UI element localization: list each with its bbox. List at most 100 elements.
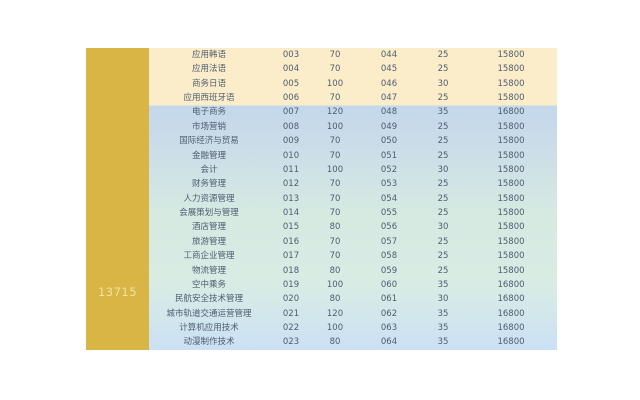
table-row: 市场营销 008 100 049 25 15800 — [149, 120, 557, 134]
plan-count-cell: 100 — [326, 78, 344, 89]
plan-count-cell: 70 — [329, 136, 341, 147]
tuition-fee-cell: 15800 — [497, 136, 525, 147]
table-row: 电子商务 007 120 048 35 16800 — [149, 106, 557, 120]
tuition-fee-cell: 16800 — [497, 308, 525, 319]
plan-count-cell: 70 — [329, 236, 341, 247]
second-code-cell: 045 — [380, 64, 398, 75]
second-count-cell: 35 — [437, 279, 449, 290]
table-row: 商务日语 005 100 046 30 15800 — [149, 77, 557, 91]
major-name-cell: 酒店管理 — [191, 222, 226, 233]
table-row: 旅游管理 016 70 057 25 15800 — [149, 235, 557, 249]
second-count-cell: 35 — [437, 107, 449, 118]
plan-count-cell: 80 — [329, 337, 341, 348]
major-code-cell: 018 — [282, 265, 300, 276]
plan-count-cell: 70 — [329, 208, 341, 219]
second-code-cell: 057 — [380, 236, 398, 247]
second-count-cell: 30 — [437, 78, 449, 89]
major-name-cell: 应用西班牙语 — [183, 93, 235, 104]
second-count-cell: 25 — [437, 121, 449, 132]
admissions-table: 13715 应用韩语 003 70 044 25 15800 应用法语 004 … — [86, 48, 557, 350]
second-code-cell: 051 — [380, 150, 398, 161]
tuition-fee-cell: 15800 — [497, 208, 525, 219]
table-row: 酒店管理 015 80 056 30 15800 — [149, 221, 557, 235]
table-row: 会计 011 100 052 30 15800 — [149, 163, 557, 177]
tuition-fee-cell: 15800 — [497, 193, 525, 204]
major-name-cell: 工商企业管理 — [183, 251, 235, 262]
major-code-cell: 004 — [282, 64, 300, 75]
tuition-fee-cell: 16800 — [497, 279, 525, 290]
tuition-fee-cell: 15800 — [497, 179, 525, 190]
major-name-cell: 国际经济与贸易 — [179, 136, 239, 147]
plan-count-cell: 70 — [329, 64, 341, 75]
tuition-fee-cell: 15800 — [497, 49, 525, 60]
table-rows: 应用韩语 003 70 044 25 15800 应用法语 004 70 045… — [149, 48, 557, 350]
major-code-cell: 010 — [282, 150, 300, 161]
major-name-cell: 应用韩语 — [191, 49, 226, 60]
second-count-cell: 25 — [437, 49, 449, 60]
table-row: 空中乘务 019 100 060 35 16800 — [149, 278, 557, 292]
plan-count-cell: 100 — [326, 323, 344, 334]
table-row: 计算机应用技术 022 100 063 35 16800 — [149, 321, 557, 335]
major-code-cell: 009 — [282, 136, 300, 147]
major-code-cell: 012 — [282, 179, 300, 190]
second-count-cell: 30 — [437, 164, 449, 175]
second-count-cell: 25 — [437, 93, 449, 104]
plan-count-cell: 100 — [326, 279, 344, 290]
major-code-cell: 023 — [282, 337, 300, 348]
second-code-cell: 061 — [380, 294, 398, 305]
table-row: 人力资源管理 013 70 054 25 15800 — [149, 192, 557, 206]
table-row: 应用法语 004 70 045 25 15800 — [149, 62, 557, 76]
major-code-cell: 008 — [282, 121, 300, 132]
major-code-cell: 013 — [282, 193, 300, 204]
major-code-cell: 014 — [282, 208, 300, 219]
second-count-cell: 30 — [437, 222, 449, 233]
major-name-cell: 民航安全技术管理 — [174, 294, 243, 305]
second-count-cell: 35 — [437, 323, 449, 334]
second-code-cell: 053 — [380, 179, 398, 190]
plan-count-cell: 100 — [326, 121, 344, 132]
plan-count-cell: 80 — [329, 294, 341, 305]
major-name-cell: 会计 — [200, 164, 218, 175]
second-count-cell: 25 — [437, 179, 449, 190]
tuition-fee-cell: 16800 — [497, 337, 525, 348]
school-code-cell: 13715 — [86, 48, 149, 350]
second-code-cell: 052 — [380, 164, 398, 175]
second-count-cell: 25 — [437, 265, 449, 276]
tuition-fee-cell: 15800 — [497, 222, 525, 233]
tuition-fee-cell: 16800 — [497, 294, 525, 305]
table-row: 工商企业管理 017 70 058 25 15800 — [149, 249, 557, 263]
second-count-cell: 30 — [437, 294, 449, 305]
second-count-cell: 35 — [437, 337, 449, 348]
table-row: 金融管理 010 70 051 25 15800 — [149, 149, 557, 163]
plan-count-cell: 80 — [329, 222, 341, 233]
major-code-cell: 019 — [282, 279, 300, 290]
plan-count-cell: 100 — [326, 164, 344, 175]
tuition-fee-cell: 15800 — [497, 64, 525, 75]
school-code: 13715 — [97, 284, 138, 299]
tuition-fee-cell: 15800 — [497, 265, 525, 276]
major-name-cell: 旅游管理 — [191, 236, 226, 247]
major-code-cell: 006 — [282, 93, 300, 104]
major-name-cell: 电子商务 — [191, 107, 226, 118]
second-code-cell: 050 — [380, 136, 398, 147]
tuition-fee-cell: 16800 — [497, 107, 525, 118]
plan-count-cell: 80 — [329, 265, 341, 276]
major-name-cell: 财务管理 — [191, 179, 226, 190]
tuition-fee-cell: 15800 — [497, 164, 525, 175]
plan-count-cell: 70 — [329, 49, 341, 60]
major-name-cell: 会展策划与管理 — [179, 208, 239, 219]
plan-count-cell: 70 — [329, 179, 341, 190]
second-code-cell: 059 — [380, 265, 398, 276]
second-count-cell: 25 — [437, 236, 449, 247]
major-code-cell: 015 — [282, 222, 300, 233]
second-code-cell: 044 — [380, 49, 398, 60]
table-row: 物流管理 018 80 059 25 15800 — [149, 264, 557, 278]
second-code-cell: 062 — [380, 308, 398, 319]
tuition-fee-cell: 15800 — [497, 93, 525, 104]
table-row: 动漫制作技术 023 80 064 35 16800 — [149, 336, 557, 350]
tuition-fee-cell: 15800 — [497, 121, 525, 132]
plan-count-cell: 120 — [326, 107, 344, 118]
table-row: 民航安全技术管理 020 80 061 30 16800 — [149, 292, 557, 306]
major-code-cell: 005 — [282, 78, 300, 89]
